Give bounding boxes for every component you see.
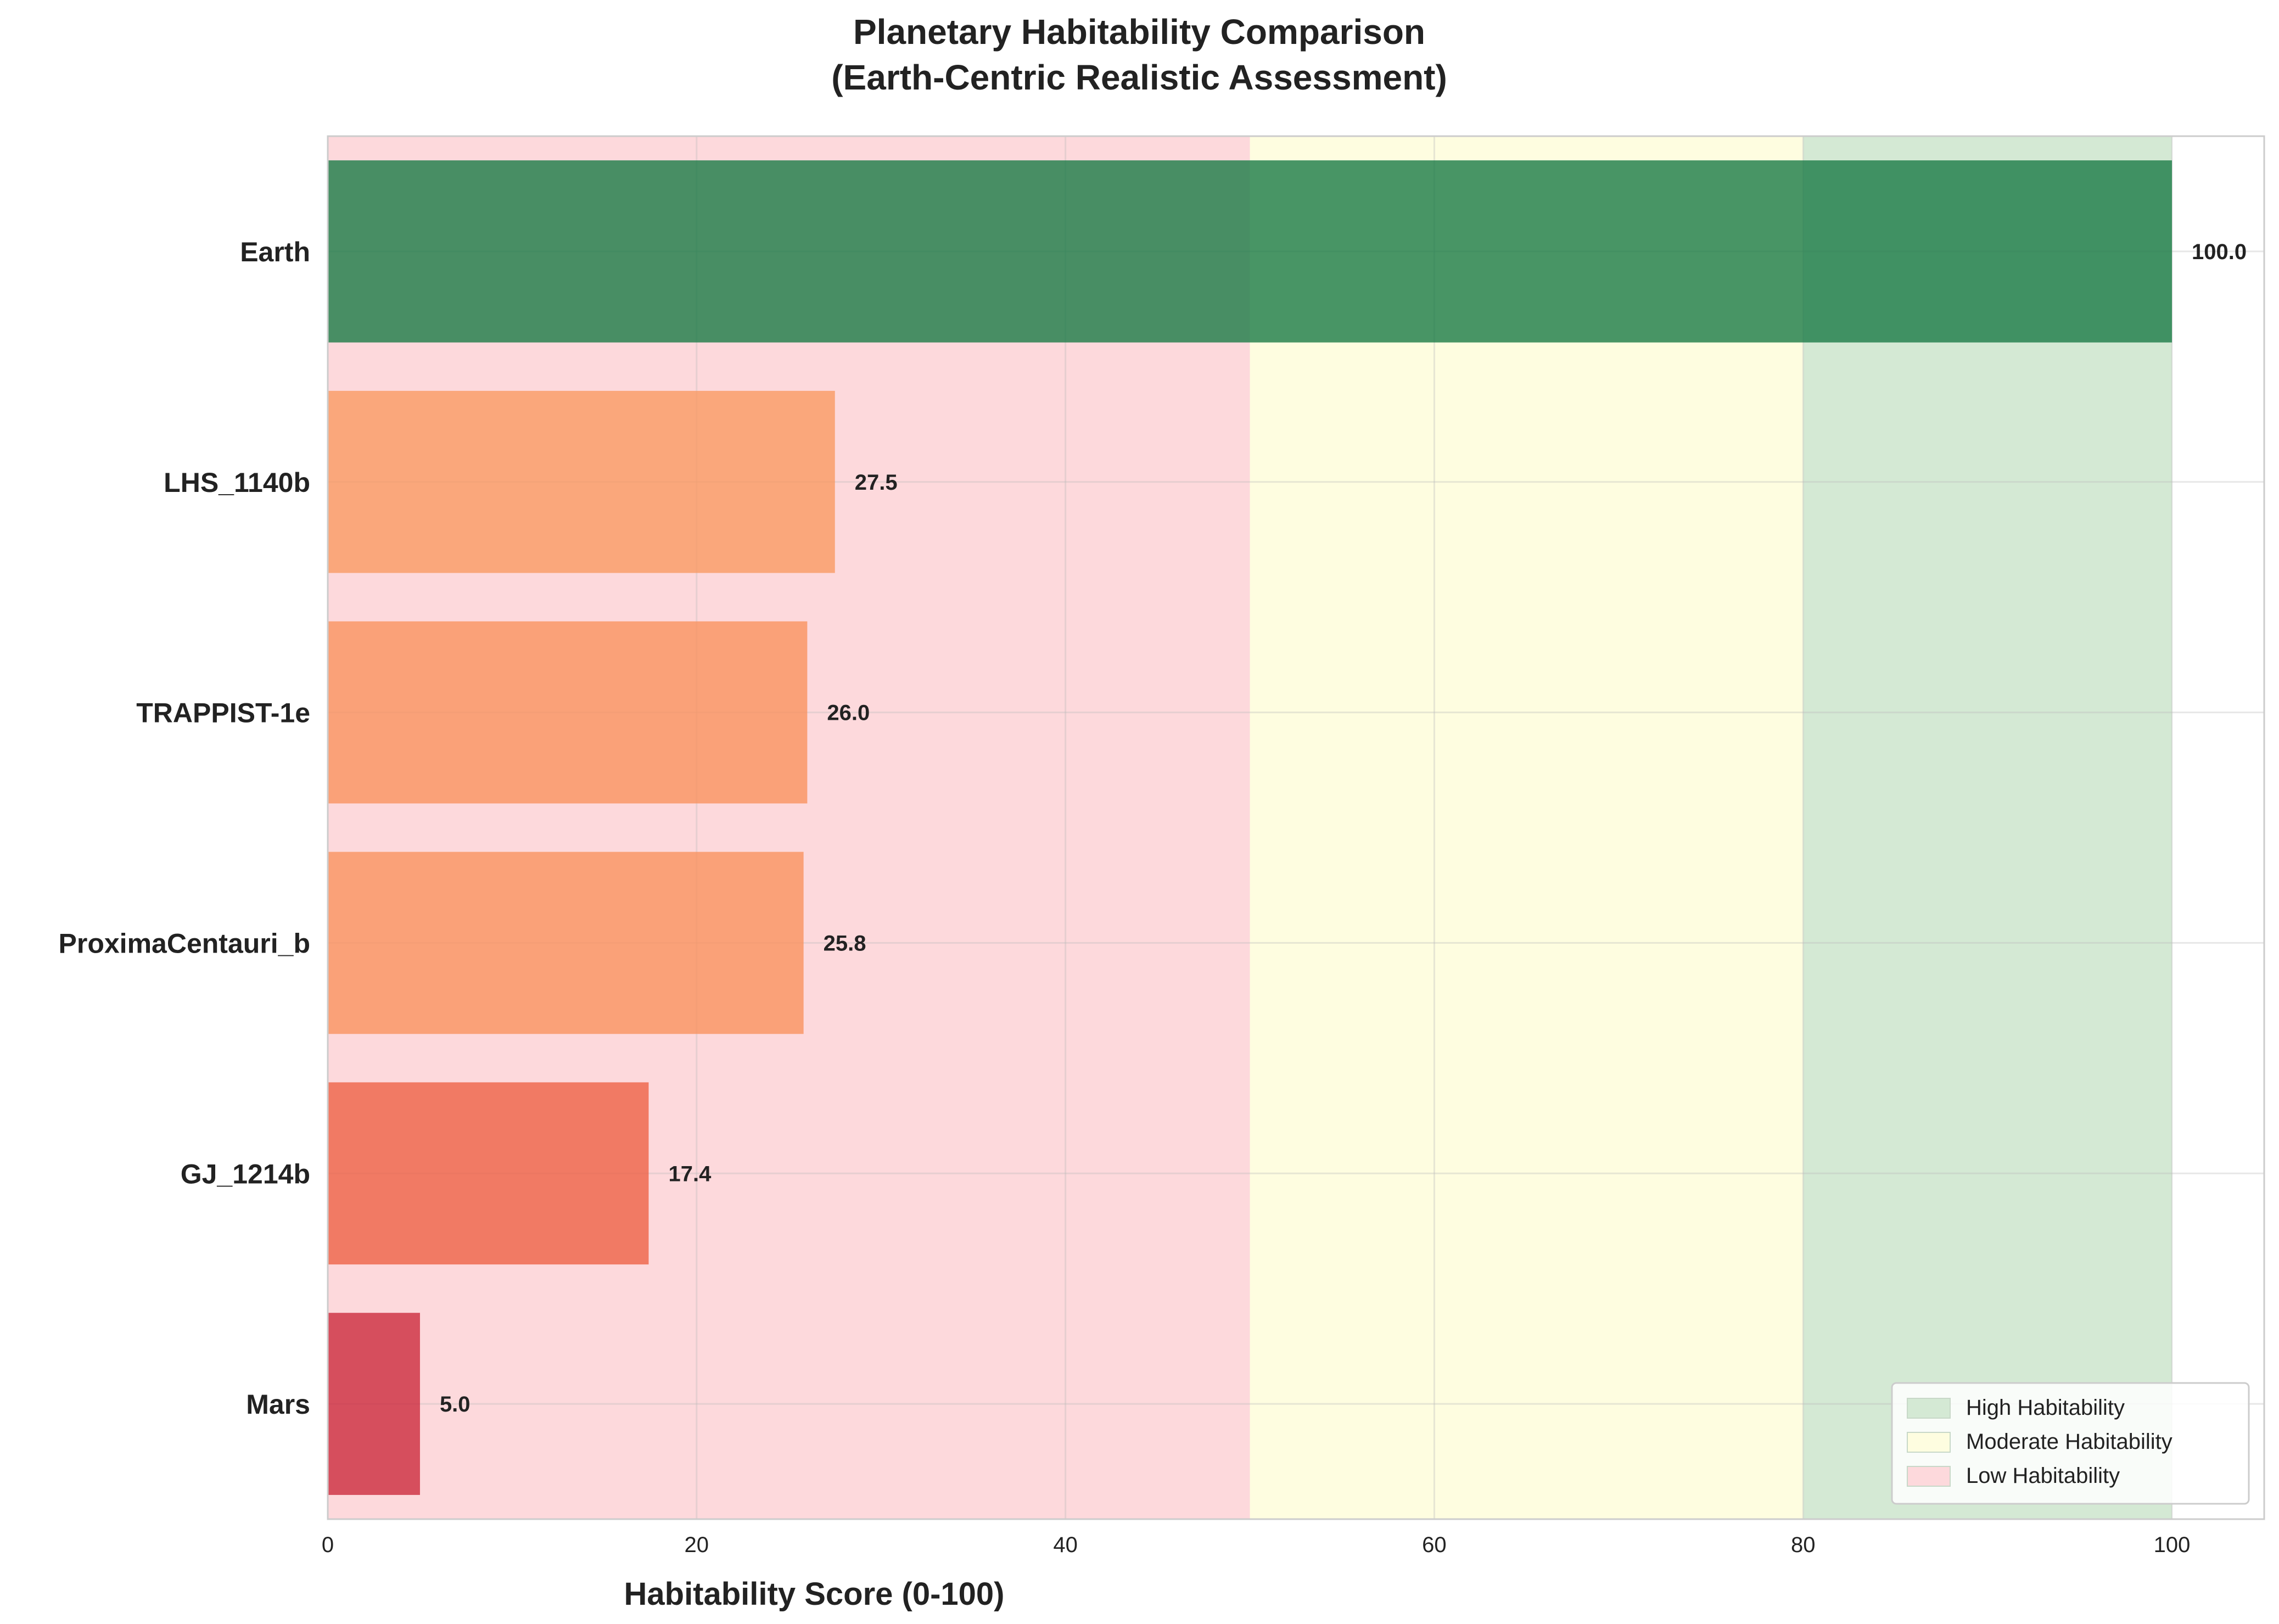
zone-moderate-habitability — [1250, 136, 1804, 1519]
x-tick-label: 100 — [2154, 1533, 2191, 1557]
category-label: Earth — [240, 237, 310, 267]
chart-title: Planetary Habitability Comparison — [853, 12, 1425, 52]
labels-layer: Earth 100.0 LHS_1140b 27.5 TRAPPIST-1e 26.0 Pr… — [59, 237, 2247, 1420]
bar-trappist-1e — [328, 621, 808, 804]
x-tick-label: 80 — [1791, 1533, 1816, 1557]
legend: High Habitability Moderate Habitability Lo… — [1891, 1382, 2250, 1505]
value-label: 25.8 — [824, 931, 866, 955]
bar-mars — [328, 1313, 420, 1495]
zone-high-habitability — [1803, 136, 2172, 1519]
legend-entry: Low Habitability — [1966, 1464, 2120, 1488]
legend-swatch — [1907, 1432, 1951, 1453]
bar-lhs_1140b — [328, 390, 835, 573]
x-tick-label: 0 — [322, 1533, 334, 1557]
bar-gj_1214b — [328, 1082, 649, 1265]
plot-frame — [327, 135, 2265, 1520]
value-label: 17.4 — [668, 1162, 712, 1186]
category-label: Mars — [246, 1389, 310, 1420]
x-tick-label: 60 — [1422, 1533, 1447, 1557]
axes-layer: 0 20 40 60 80 100 — [322, 135, 2265, 1557]
x-tick-label: 20 — [685, 1533, 709, 1557]
category-label: ProximaCentauri_b — [59, 928, 310, 959]
chart-subtitle: (Earth-Centric Realistic Assessment) — [831, 58, 1447, 97]
category-label: LHS_1140b — [164, 467, 310, 498]
x-axis-label: Habitability Score (0-100) — [624, 1576, 1005, 1612]
legend-swatch — [1907, 1466, 1951, 1487]
zone-low-habitability — [328, 136, 1250, 1519]
bar-proximacentauri_b — [328, 852, 804, 1034]
value-label: 100.0 — [2192, 240, 2247, 264]
x-tick-label: 40 — [1053, 1533, 1078, 1557]
legend-entry: High Habitability — [1966, 1396, 2125, 1420]
legend-swatch — [1907, 1398, 1951, 1419]
bars-layer — [328, 160, 2172, 1495]
category-label: GJ_1214b — [181, 1158, 310, 1189]
bar-earth — [328, 160, 2172, 343]
value-label: 26.0 — [827, 701, 870, 725]
legend-entry: Moderate Habitability — [1966, 1430, 2172, 1454]
zones-layer — [328, 136, 2264, 1519]
value-label: 27.5 — [855, 471, 898, 495]
legend-box — [1891, 1382, 2250, 1505]
category-label: TRAPPIST-1e — [136, 698, 310, 729]
value-label: 5.0 — [440, 1392, 471, 1416]
